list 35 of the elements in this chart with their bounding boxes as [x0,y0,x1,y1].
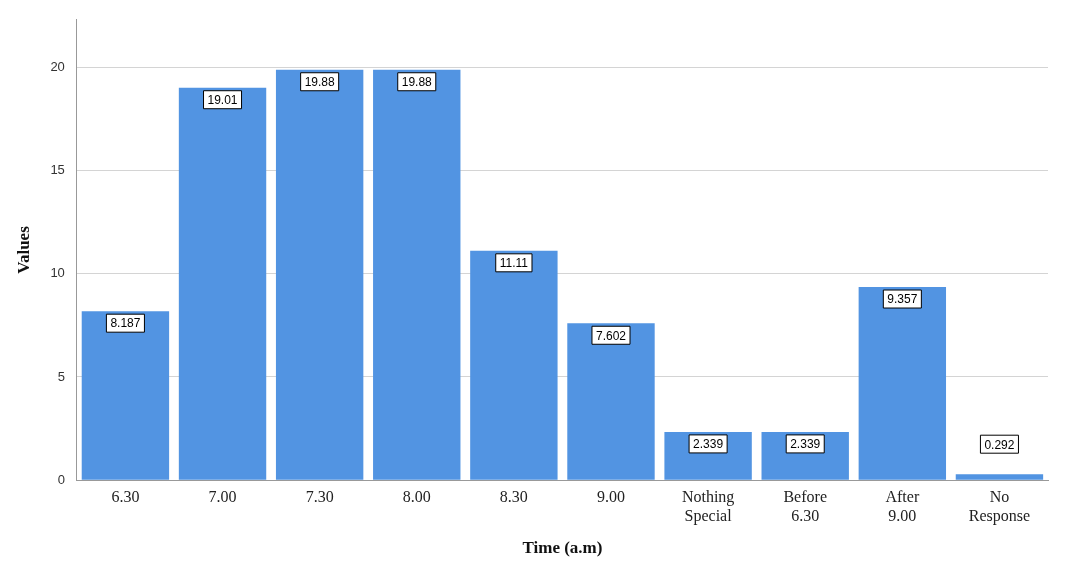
y-tick-label: 20 [50,58,65,74]
x-tick-label: No Response [968,488,1031,526]
data-label: 2.339 [790,437,821,452]
x-tick-label: 6.30 [111,488,140,505]
bar [470,250,558,480]
data-label: 19.88 [304,75,335,90]
x-tick-label: 8.00 [402,488,431,505]
bar [81,311,170,480]
bar [955,474,1044,480]
data-label: 2.339 [693,437,724,452]
y-axis-title: Values [13,225,33,274]
x-tick-label: Before 6.30 [783,488,827,525]
bar [178,87,267,480]
data-label: 11.11 [499,256,529,271]
bar [275,69,364,480]
x-tick-label: 8.30 [499,488,528,505]
x-tick-label: 7.00 [208,488,237,505]
data-label: 19.01 [207,93,238,108]
bar [567,323,655,480]
y-tick-label: 10 [50,265,65,281]
x-tick-label: 7.30 [305,488,334,505]
data-label: 8.187 [110,316,141,331]
data-label: 19.88 [401,75,433,90]
y-tick-label: 15 [50,162,65,178]
x-tick-label: 9.00 [596,488,625,505]
bar [858,287,947,480]
bar [373,69,461,480]
x-axis-title: Time (a.m) [522,538,603,558]
x-tick-label: After 9.00 [885,488,920,525]
data-label: 0.292 [984,437,1015,452]
data-label: 9.357 [887,292,918,307]
y-tick-label: 0 [57,471,65,487]
y-tick-label: 5 [57,368,65,384]
data-label: 7.602 [595,328,627,343]
x-tick-label: Nothing Special [681,488,735,526]
